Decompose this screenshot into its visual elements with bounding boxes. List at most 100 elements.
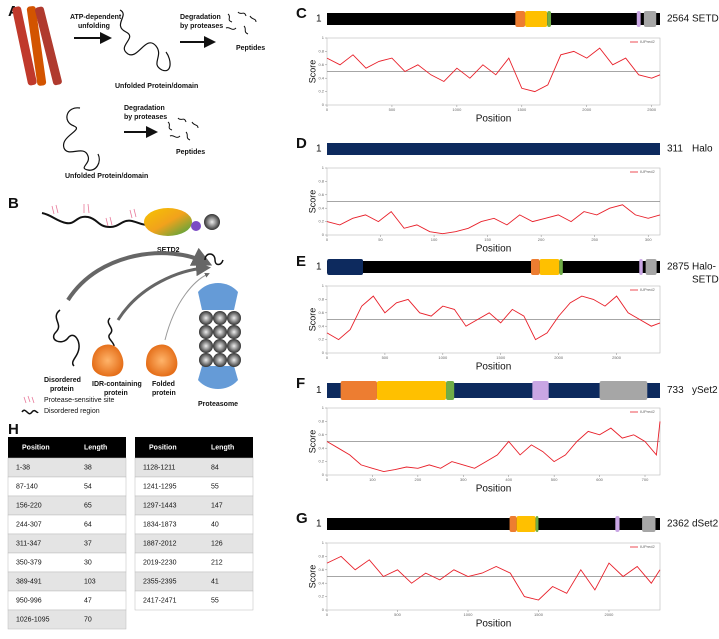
table-cell: 2417-2471 bbox=[143, 597, 177, 604]
score-line bbox=[326, 555, 661, 601]
x-tick-label: 500 bbox=[389, 107, 396, 112]
domain bbox=[535, 516, 539, 532]
sequence-length: 2362 bbox=[667, 519, 690, 530]
x-axis-label: Position bbox=[476, 244, 512, 255]
y-tick-label: 0.4 bbox=[318, 205, 324, 210]
domain bbox=[327, 259, 364, 275]
table-cell: 47 bbox=[84, 597, 92, 604]
legend-label: IUPred2 bbox=[640, 544, 655, 549]
panel-label: H bbox=[8, 421, 19, 438]
y-tick-label: 0.4 bbox=[318, 580, 324, 585]
y-tick-label: 0.6 bbox=[318, 192, 324, 197]
caption: protein bbox=[152, 390, 176, 397]
table-cell: 311-347 bbox=[16, 540, 41, 547]
x-axis-label: Position bbox=[476, 484, 512, 495]
domain bbox=[539, 259, 560, 275]
x-tick-label: 100 bbox=[369, 477, 376, 482]
panel-label: D bbox=[296, 135, 307, 152]
column-header: Length bbox=[84, 444, 107, 451]
table-cell: 244-307 bbox=[16, 521, 42, 528]
y-axis-label: Score bbox=[307, 565, 317, 589]
y-tick-label: 0.8 bbox=[318, 48, 324, 53]
y-tick-label: 0.2 bbox=[318, 219, 324, 224]
protein-name: Halo- bbox=[692, 262, 716, 273]
domain bbox=[515, 11, 526, 27]
y-tick-label: 1 bbox=[322, 540, 325, 545]
caption: Unfolded Protein/domain bbox=[115, 83, 198, 90]
table-cell: 84 bbox=[211, 464, 219, 471]
domain bbox=[446, 381, 455, 400]
table-cell: 70 bbox=[84, 616, 92, 623]
disordered-chain bbox=[41, 212, 149, 229]
table-cell: 38 bbox=[84, 464, 92, 471]
y-tick-label: 0.4 bbox=[318, 75, 324, 80]
domain bbox=[547, 11, 552, 27]
panel-label: G bbox=[296, 510, 308, 527]
legend-symbol bbox=[21, 409, 39, 415]
x-tick-label: 500 bbox=[394, 612, 401, 617]
x-tick-label: 500 bbox=[551, 477, 558, 482]
y-tick-label: 0 bbox=[322, 102, 325, 107]
domain bbox=[643, 11, 657, 27]
y-tick-label: 0.2 bbox=[318, 89, 324, 94]
column-header: Position bbox=[22, 444, 50, 451]
x-tick-label: 500 bbox=[382, 355, 389, 360]
legend-label: IUPred2 bbox=[640, 287, 655, 292]
step-label: Degradation bbox=[124, 105, 165, 112]
y-tick-label: 1 bbox=[322, 165, 325, 170]
column-header: Length bbox=[211, 444, 234, 451]
table-cell: 1128-1211 bbox=[143, 464, 176, 471]
legend-text: Protease-sensitive site bbox=[44, 397, 115, 404]
y-tick-label: 1 bbox=[322, 35, 325, 40]
x-axis-label: Position bbox=[476, 362, 512, 373]
x-tick-label: 0 bbox=[326, 612, 329, 617]
caption: Unfolded Protein/domain bbox=[65, 173, 148, 180]
caption: protein bbox=[50, 386, 74, 393]
table-cell: 2019-2230 bbox=[143, 559, 177, 566]
protease-sites bbox=[51, 203, 137, 227]
y-tick-label: 0.8 bbox=[318, 418, 324, 423]
table-cell: 212 bbox=[211, 559, 223, 566]
table-row bbox=[7, 609, 127, 630]
table-cell: 37 bbox=[84, 540, 92, 547]
x-tick-label: 1000 bbox=[452, 107, 462, 112]
y-axis-label: Score bbox=[307, 190, 317, 214]
table-cell: 126 bbox=[211, 540, 223, 547]
x-tick-label: 2500 bbox=[612, 355, 622, 360]
table-row bbox=[134, 590, 254, 611]
domain bbox=[559, 259, 563, 275]
sequence-length: 311 bbox=[667, 144, 683, 155]
y-axis-label: Score bbox=[307, 60, 317, 84]
table-cell: 64 bbox=[84, 521, 92, 528]
domain bbox=[615, 516, 620, 532]
y-tick-label: 0 bbox=[322, 350, 325, 355]
table-cell: 1026-1095 bbox=[16, 616, 50, 623]
sequence-start: 1 bbox=[316, 519, 322, 530]
x-tick-label: 1500 bbox=[496, 355, 506, 360]
x-tick-label: 2000 bbox=[582, 107, 592, 112]
caption: Folded bbox=[152, 381, 175, 388]
score-line bbox=[326, 295, 661, 341]
score-line bbox=[326, 47, 661, 93]
step-label: unfolding bbox=[78, 23, 110, 30]
table-cell: 2355-2395 bbox=[143, 578, 177, 585]
x-tick-label: 600 bbox=[596, 477, 603, 482]
sequence-start: 1 bbox=[316, 385, 322, 396]
x-tick-label: 0 bbox=[326, 477, 329, 482]
y-tick-label: 0 bbox=[322, 607, 325, 612]
protein-backbone bbox=[327, 518, 660, 530]
x-tick-label: 1000 bbox=[464, 612, 474, 617]
step-label: by proteases bbox=[180, 23, 223, 30]
table-cell: 54 bbox=[84, 483, 92, 490]
legend-label: IUPred2 bbox=[640, 169, 655, 174]
sequence-start: 1 bbox=[316, 262, 322, 273]
step-label: by proteases bbox=[124, 114, 167, 121]
x-tick-label: 0 bbox=[326, 355, 329, 360]
domain bbox=[642, 516, 656, 532]
peptides bbox=[167, 117, 199, 141]
panel-label: E bbox=[296, 253, 306, 270]
y-tick-label: 0.6 bbox=[318, 567, 324, 572]
legend-symbol bbox=[23, 395, 35, 404]
sequence-length: 733 bbox=[667, 385, 684, 396]
